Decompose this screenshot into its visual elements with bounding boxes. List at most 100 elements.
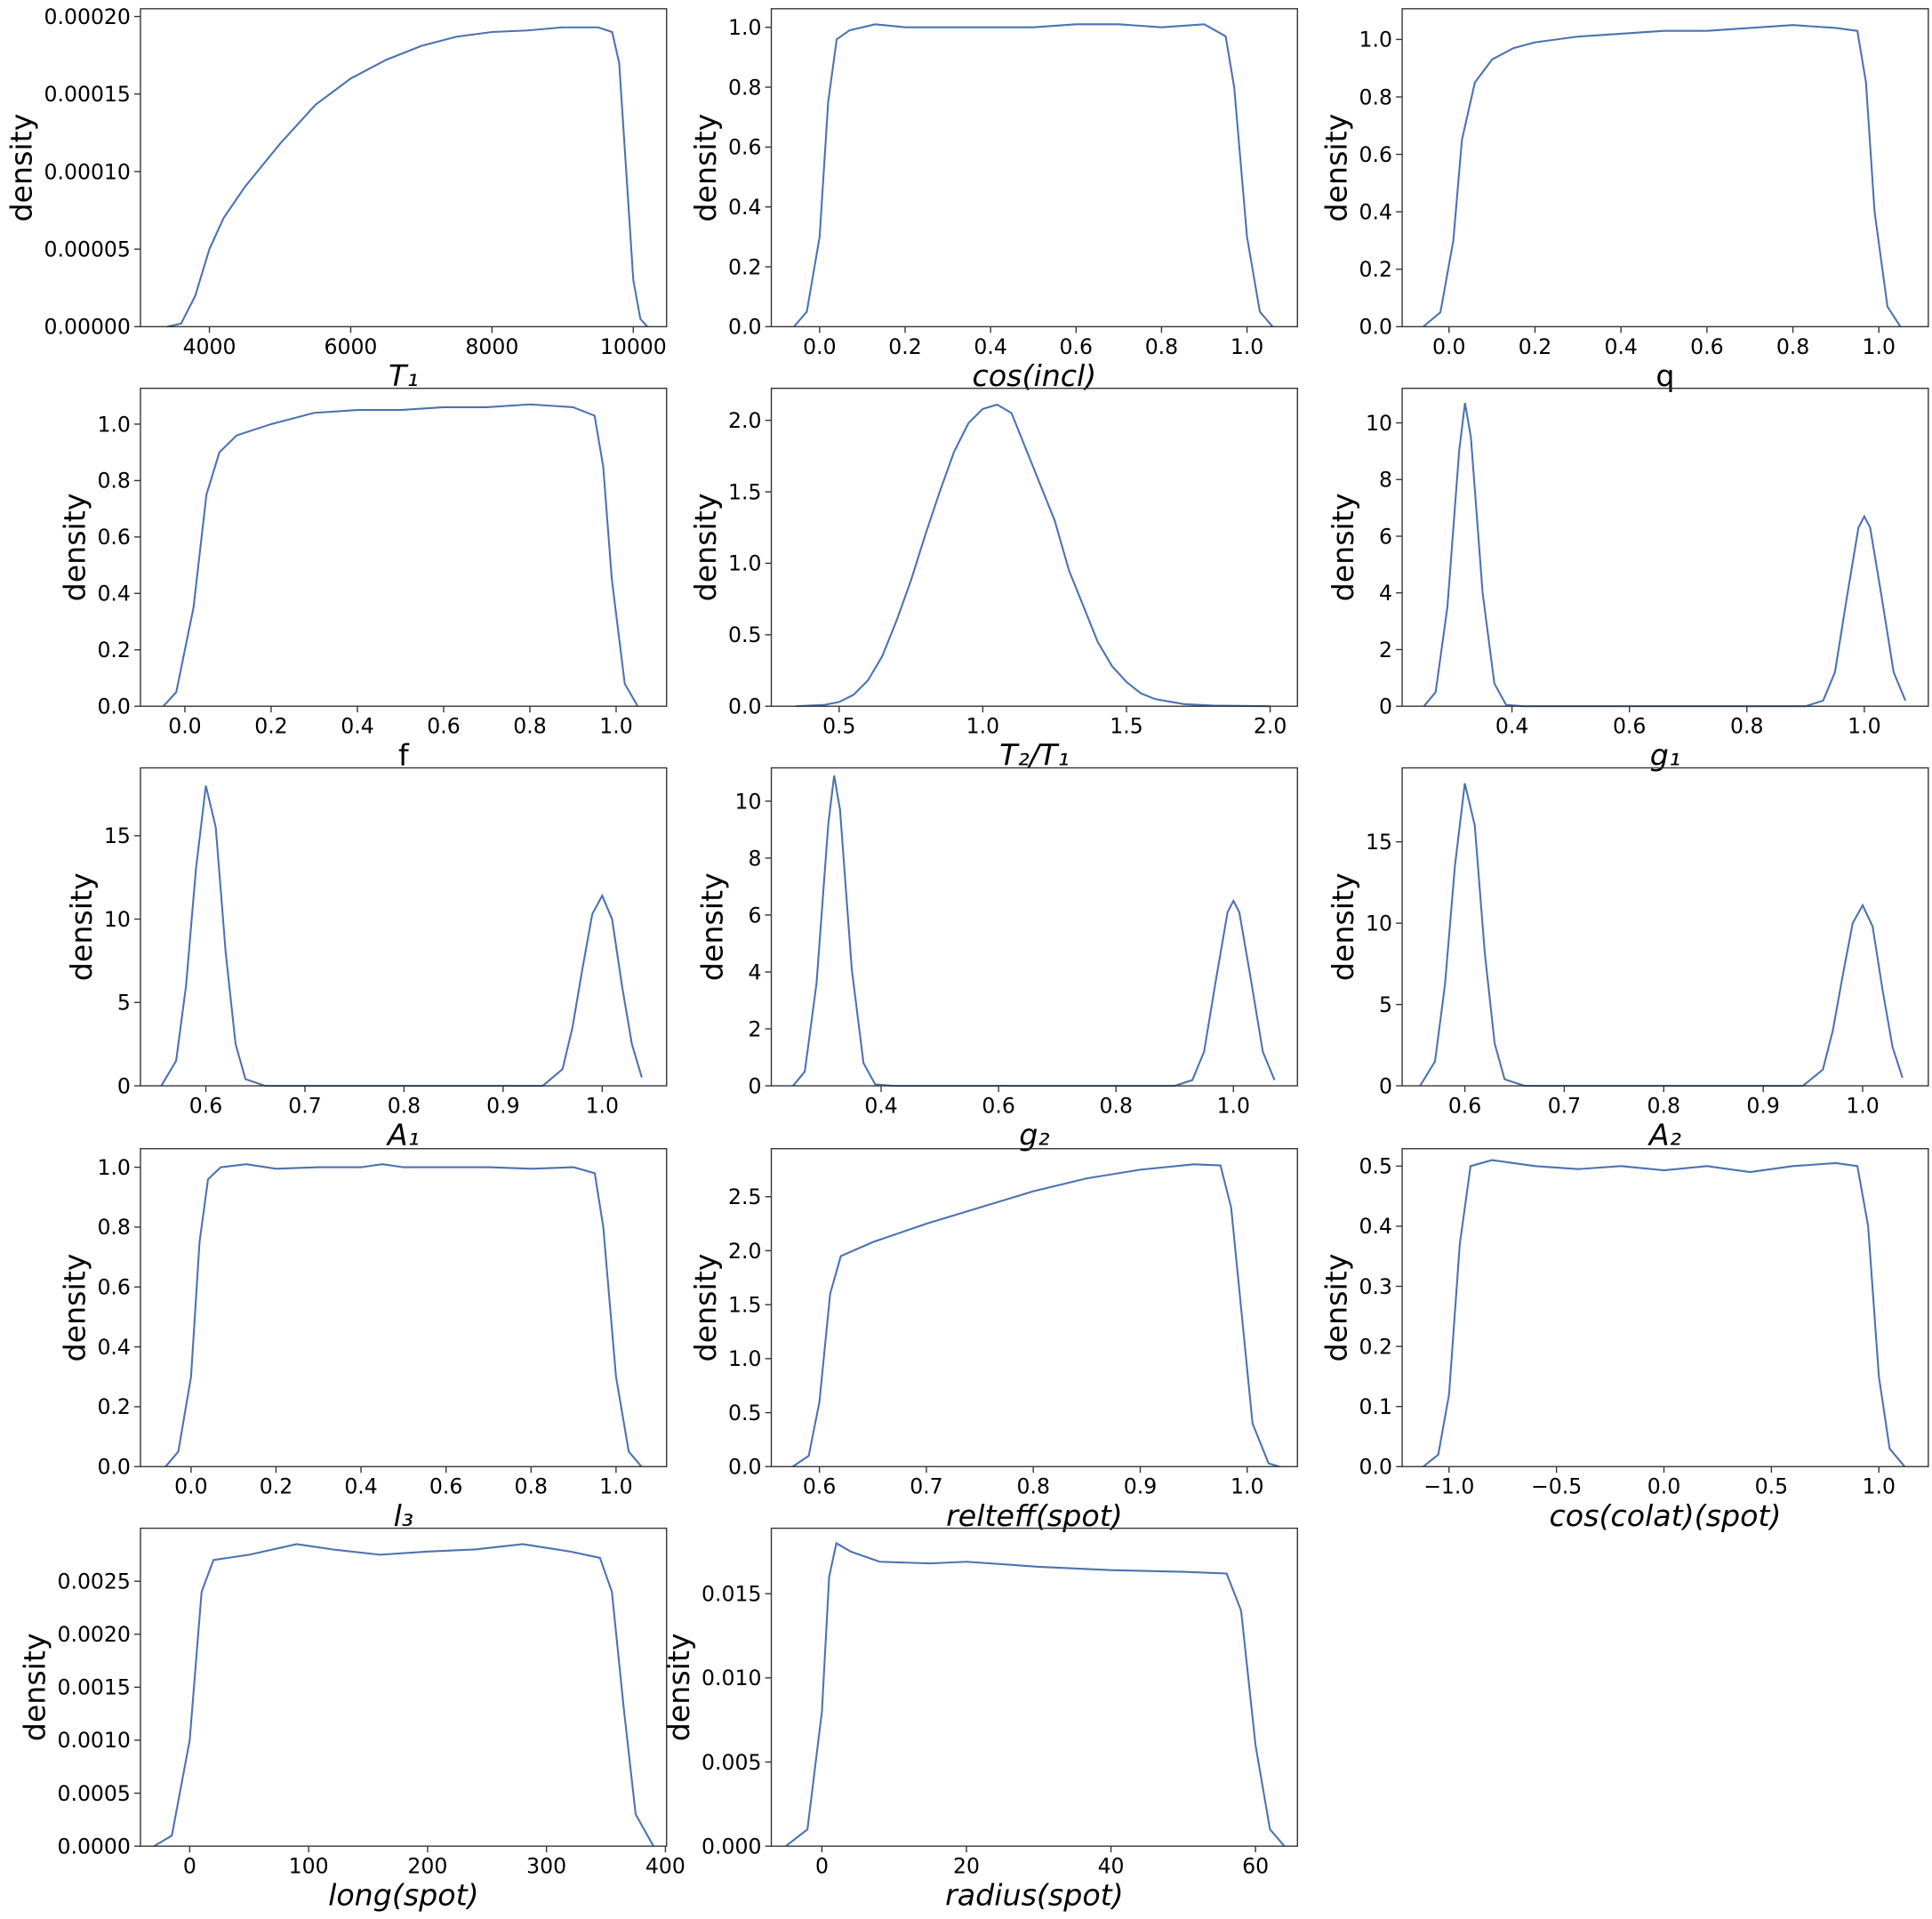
y-tick-label: 0.00015 <box>44 82 131 107</box>
x-tick-label: 1.0 <box>599 714 632 739</box>
subplot: 0.0 0.2 0.4 0.6 0.8 1.0 0.0 0.2 0.4 0.6 0.8 1.0 q den… <box>1319 8 1929 393</box>
y-tick-label: 0.0025 <box>57 1569 130 1594</box>
density-line <box>792 775 1276 1088</box>
y-tick-label: 0.0 <box>1359 1455 1392 1480</box>
x-tick-label: 1.0 <box>1231 1474 1263 1499</box>
x-tick-label: 0.7 <box>910 1474 942 1499</box>
x-tick-label: 0.6 <box>1060 334 1093 359</box>
x-tick-label: 0.0 <box>174 1474 207 1499</box>
x-tick-label: 0.4 <box>974 334 1006 359</box>
plot-frame <box>1401 8 1929 328</box>
x-tick-label: 1.0 <box>1848 714 1880 739</box>
x-tick-label: 20 <box>953 1854 980 1879</box>
y-tick-label: 0.0 <box>1359 315 1392 340</box>
plot-frame <box>770 387 1298 707</box>
x-tick-label: 0.8 <box>1776 334 1809 359</box>
x-tick-label: 1.0 <box>1863 334 1896 359</box>
x-tick-label: 1.0 <box>599 1474 632 1499</box>
y-tick-label: 1.5 <box>728 479 761 504</box>
y-tick-label: 1.0 <box>728 1346 761 1371</box>
y-axis-label: density <box>58 493 92 601</box>
x-axis-label: long(spot) <box>328 1878 479 1913</box>
subplot: 0.4 0.6 0.8 1.0 0 2 4 6 8 10 g₁ density <box>1326 387 1929 773</box>
y-tick-label: 0.0 <box>728 695 761 719</box>
x-tick-label: 0.6 <box>429 1474 462 1499</box>
y-tick-label: 0.0015 <box>57 1675 130 1700</box>
y-tick-label: 8 <box>748 846 761 871</box>
x-tick-label: 0.9 <box>1746 1094 1779 1119</box>
density-line <box>1423 24 1902 328</box>
y-tick-label: 1.0 <box>97 1155 130 1180</box>
x-tick-label: 0.8 <box>515 1474 548 1499</box>
subplot: 0.5 1.0 1.5 2.0 0.0 0.5 1.0 1.5 2.0 T₂/T₁ density <box>688 387 1298 773</box>
density-line <box>793 23 1274 328</box>
y-tick-label: 0.4 <box>97 1335 130 1360</box>
x-axis-label: cos(colat)(spot) <box>1550 1498 1782 1533</box>
y-axis-label: density <box>58 1254 92 1362</box>
x-tick-label: 0.4 <box>1495 714 1528 739</box>
x-tick-label: 10000 <box>600 334 667 359</box>
y-tick-label: 5 <box>117 991 131 1016</box>
y-tick-label: 10 <box>1366 411 1392 436</box>
x-tick-label: 2.0 <box>1254 714 1287 739</box>
x-tick-label: 0.8 <box>1099 1094 1132 1119</box>
y-tick-label: 0.2 <box>97 1394 130 1419</box>
x-axis-label: q <box>1655 358 1674 393</box>
x-axis-label: T₂/T₁ <box>999 738 1069 773</box>
x-tick-label: 0 <box>183 1854 196 1879</box>
y-tick-label: 2.5 <box>728 1184 761 1209</box>
y-tick-label: 0.2 <box>1359 257 1392 282</box>
y-tick-label: 0.0000 <box>57 1834 130 1859</box>
y-tick-label: 0 <box>1379 1073 1392 1098</box>
y-tick-label: 4 <box>1379 581 1392 606</box>
x-tick-label: 0.8 <box>513 714 546 739</box>
x-tick-label: 0.2 <box>888 334 921 359</box>
plot-frame <box>1401 1148 1929 1467</box>
x-tick-label: 0.5 <box>822 714 855 739</box>
x-tick-label: 200 <box>407 1854 447 1879</box>
x-tick-label: 0 <box>815 1854 829 1879</box>
y-tick-label: 0.6 <box>728 135 761 160</box>
y-tick-label: 0.0020 <box>57 1622 130 1647</box>
x-tick-label: 1.0 <box>1231 334 1263 359</box>
x-tick-label: 0.4 <box>341 714 373 739</box>
x-axis-label: l₃ <box>394 1498 414 1533</box>
x-tick-label: 400 <box>645 1854 685 1879</box>
x-tick-label: 1.0 <box>966 714 999 739</box>
y-tick-label: 0.4 <box>728 195 761 220</box>
plot-frame <box>1401 767 1929 1087</box>
x-tick-label: 0.7 <box>1548 1094 1581 1119</box>
subplot: 0 20 40 60 0.000 0.005 0.010 0.015 radius(spot) d… <box>661 1527 1298 1913</box>
x-tick-label: 0.8 <box>1145 334 1178 359</box>
x-tick-label: 0.8 <box>388 1094 421 1119</box>
subplot: 0 100 200 300 400 0.0000 0.0005 0.0010 0.0015 0.0… <box>18 1527 685 1913</box>
subplot: 0.0 0.2 0.4 0.6 0.8 1.0 0.0 0.2 0.4 0.6 0.8 1.0 f den… <box>58 387 668 773</box>
x-axis-label: A₁ <box>386 1118 420 1152</box>
x-tick-label: 0.0 <box>1647 1474 1680 1499</box>
y-tick-label: 2.0 <box>728 1239 761 1264</box>
plot-frame <box>770 1527 1298 1847</box>
subplot: 0.6 0.7 0.8 0.9 1.0 0 5 10 15 A₂ density <box>1326 767 1929 1152</box>
x-tick-label: 100 <box>289 1854 329 1879</box>
x-tick-label: 1.0 <box>586 1094 619 1119</box>
y-axis-label: density <box>1319 114 1354 222</box>
y-axis-label: density <box>4 114 39 222</box>
x-axis-label: radius(spot) <box>945 1878 1124 1913</box>
density-line <box>1423 1159 1906 1468</box>
x-tick-label: 0.6 <box>1690 334 1723 359</box>
y-tick-label: 0.4 <box>1359 1214 1392 1239</box>
y-tick-label: 0.2 <box>97 638 130 662</box>
y-tick-label: 0.015 <box>701 1582 761 1607</box>
plot-frame <box>770 767 1298 1087</box>
y-tick-label: 0.000 <box>701 1834 761 1859</box>
y-tick-label: 0.8 <box>97 1215 130 1240</box>
x-tick-label: 0.2 <box>260 1474 293 1499</box>
x-tick-label: 0.6 <box>1448 1094 1481 1119</box>
y-tick-label: 0.1 <box>1359 1394 1392 1419</box>
density-line <box>164 1163 643 1467</box>
y-tick-label: 2.0 <box>728 408 761 433</box>
y-tick-label: 0.8 <box>728 75 761 100</box>
y-tick-label: 4 <box>748 960 761 984</box>
x-tick-label: 0.4 <box>1604 334 1637 359</box>
y-tick-label: 0.0005 <box>57 1781 130 1806</box>
